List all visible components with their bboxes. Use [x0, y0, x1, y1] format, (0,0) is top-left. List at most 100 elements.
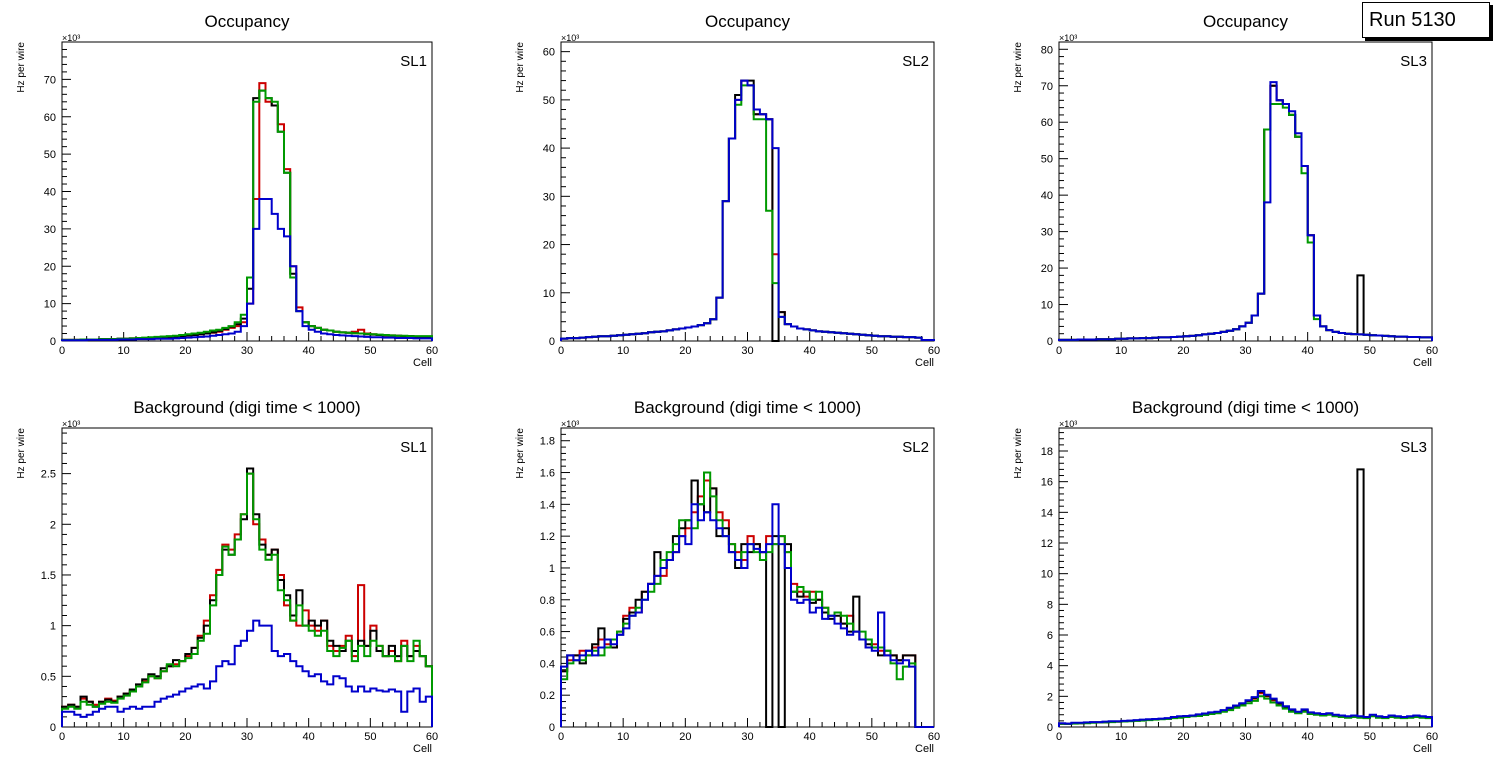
series-blue — [61, 619, 433, 727]
x-tick-label: 50 — [866, 345, 878, 357]
superlayer-label: SL3 — [1400, 53, 1427, 70]
y-tick-label: 1.5 — [41, 570, 56, 582]
axis-exponent: ×10³ — [561, 33, 579, 43]
chart-panel-2: Occupancy SL2 ×10³ Hz per wire Cell 0 10 20 30 40… — [515, 12, 940, 369]
y-axis-label: Hz per wire — [1013, 428, 1024, 479]
y-tick-label: 1.8 — [540, 436, 555, 448]
y-tick-label: 80 — [1041, 44, 1053, 56]
y-tick-label: 60 — [1041, 117, 1053, 129]
y-tick-label: 50 — [1041, 154, 1053, 166]
y-tick-label: 18 — [1041, 446, 1053, 458]
y-tick-label: 2.5 — [41, 469, 56, 481]
x-tick-label: 60 — [426, 731, 438, 743]
chart-title: Occupancy — [705, 12, 791, 31]
series-red — [560, 479, 934, 728]
axis-exponent: ×10³ — [62, 419, 80, 429]
y-tick-label: 0 — [1047, 722, 1053, 734]
superlayer-label: SL1 — [400, 53, 427, 70]
superlayer-label: SL1 — [400, 439, 427, 456]
x-tick-label: 40 — [303, 731, 315, 743]
chart-panel-1: Occupancy SL1 ×10³ Hz per wire Cell 0 10 20 30 40… — [16, 12, 438, 369]
x-axis-label: Cell — [1413, 357, 1432, 369]
x-tick-label: 30 — [241, 345, 253, 357]
x-tick-label: 20 — [179, 345, 191, 357]
y-tick-label: 20 — [1041, 263, 1053, 275]
y-tick-label: 4 — [1047, 661, 1053, 673]
series-blue — [560, 503, 934, 728]
series-green — [1058, 103, 1433, 341]
series-green — [61, 472, 433, 727]
x-tick-label: 20 — [1177, 731, 1189, 743]
x-tick-label: 40 — [804, 345, 816, 357]
y-axis-label: Hz per wire — [515, 428, 526, 479]
x-tick-label: 40 — [303, 345, 315, 357]
x-tick-label: 50 — [364, 731, 376, 743]
y-tick-label: 1.2 — [540, 531, 555, 543]
chart-title: Background (digi time < 1000) — [1132, 398, 1359, 417]
x-tick-label: 10 — [1115, 731, 1127, 743]
y-tick-label: 1 — [549, 563, 555, 575]
x-tick-label: 0 — [558, 345, 564, 357]
chart-title: Occupancy — [1203, 12, 1289, 31]
x-tick-label: 50 — [1364, 731, 1376, 743]
plot-frame — [1058, 41, 1433, 342]
chart-panel-5: Background (digi time < 1000) SL2 ×10³ Hz p… — [515, 398, 940, 755]
x-tick-label: 0 — [558, 731, 564, 743]
y-tick-label: 60 — [44, 112, 56, 124]
y-tick-label: 20 — [543, 240, 555, 252]
x-tick-label: 20 — [179, 731, 191, 743]
x-axis-label: Cell — [915, 743, 934, 755]
x-tick-label: 40 — [804, 731, 816, 743]
y-tick-label: 0.2 — [540, 690, 555, 702]
x-tick-label: 60 — [1426, 345, 1438, 357]
axis-exponent: ×10³ — [1059, 419, 1077, 429]
x-tick-label: 60 — [928, 345, 940, 357]
x-tick-label: 40 — [1302, 345, 1314, 357]
y-tick-label: 40 — [44, 187, 56, 199]
x-tick-label: 50 — [866, 731, 878, 743]
y-tick-label: 30 — [1041, 227, 1053, 239]
x-axis-label: Cell — [1413, 743, 1432, 755]
y-tick-label: 0.5 — [41, 671, 56, 683]
chart-panel-3: Occupancy SL3 ×10³ Hz per wire Cell 0 10 20 30 40… — [1013, 12, 1438, 369]
x-tick-label: 60 — [426, 345, 438, 357]
y-tick-label: 50 — [44, 149, 56, 161]
axis-exponent: ×10³ — [1059, 33, 1077, 43]
y-tick-label: 20 — [44, 261, 56, 273]
x-tick-label: 50 — [364, 345, 376, 357]
x-tick-label: 10 — [1115, 345, 1127, 357]
y-tick-label: 0 — [50, 722, 56, 734]
series-black — [1058, 84, 1433, 341]
y-tick-label: 16 — [1041, 477, 1053, 489]
x-tick-label: 60 — [1426, 731, 1438, 743]
x-tick-label: 20 — [679, 731, 691, 743]
run-label: Run 5130 — [1362, 2, 1490, 38]
x-tick-label: 30 — [1239, 731, 1251, 743]
y-tick-label: 40 — [1041, 190, 1053, 202]
x-tick-label: 20 — [679, 345, 691, 357]
superlayer-label: SL2 — [902, 53, 929, 70]
y-tick-label: 10 — [44, 299, 56, 311]
x-tick-label: 10 — [617, 345, 629, 357]
chart-panel-6: Background (digi time < 1000) SL3 ×10³ Hz p… — [1013, 398, 1438, 755]
y-tick-label: 0 — [549, 722, 555, 734]
x-tick-label: 10 — [118, 345, 130, 357]
axis-exponent: ×10³ — [62, 33, 80, 43]
y-axis-label: Hz per wire — [515, 42, 526, 93]
series-green — [560, 84, 935, 341]
y-tick-label: 50 — [543, 95, 555, 107]
y-tick-label: 0 — [549, 336, 555, 348]
series-blue — [560, 79, 935, 341]
plot-frame — [560, 427, 935, 728]
x-tick-label: 0 — [59, 345, 65, 357]
y-tick-label: 8 — [1047, 599, 1053, 611]
series-blue — [61, 198, 433, 342]
plot-frame — [560, 41, 935, 342]
x-tick-label: 10 — [617, 731, 629, 743]
x-tick-label: 30 — [1239, 345, 1251, 357]
axis-exponent: ×10³ — [561, 419, 579, 429]
x-tick-label: 30 — [241, 731, 253, 743]
y-tick-label: 12 — [1041, 538, 1053, 550]
y-tick-label: 1.6 — [540, 468, 555, 480]
